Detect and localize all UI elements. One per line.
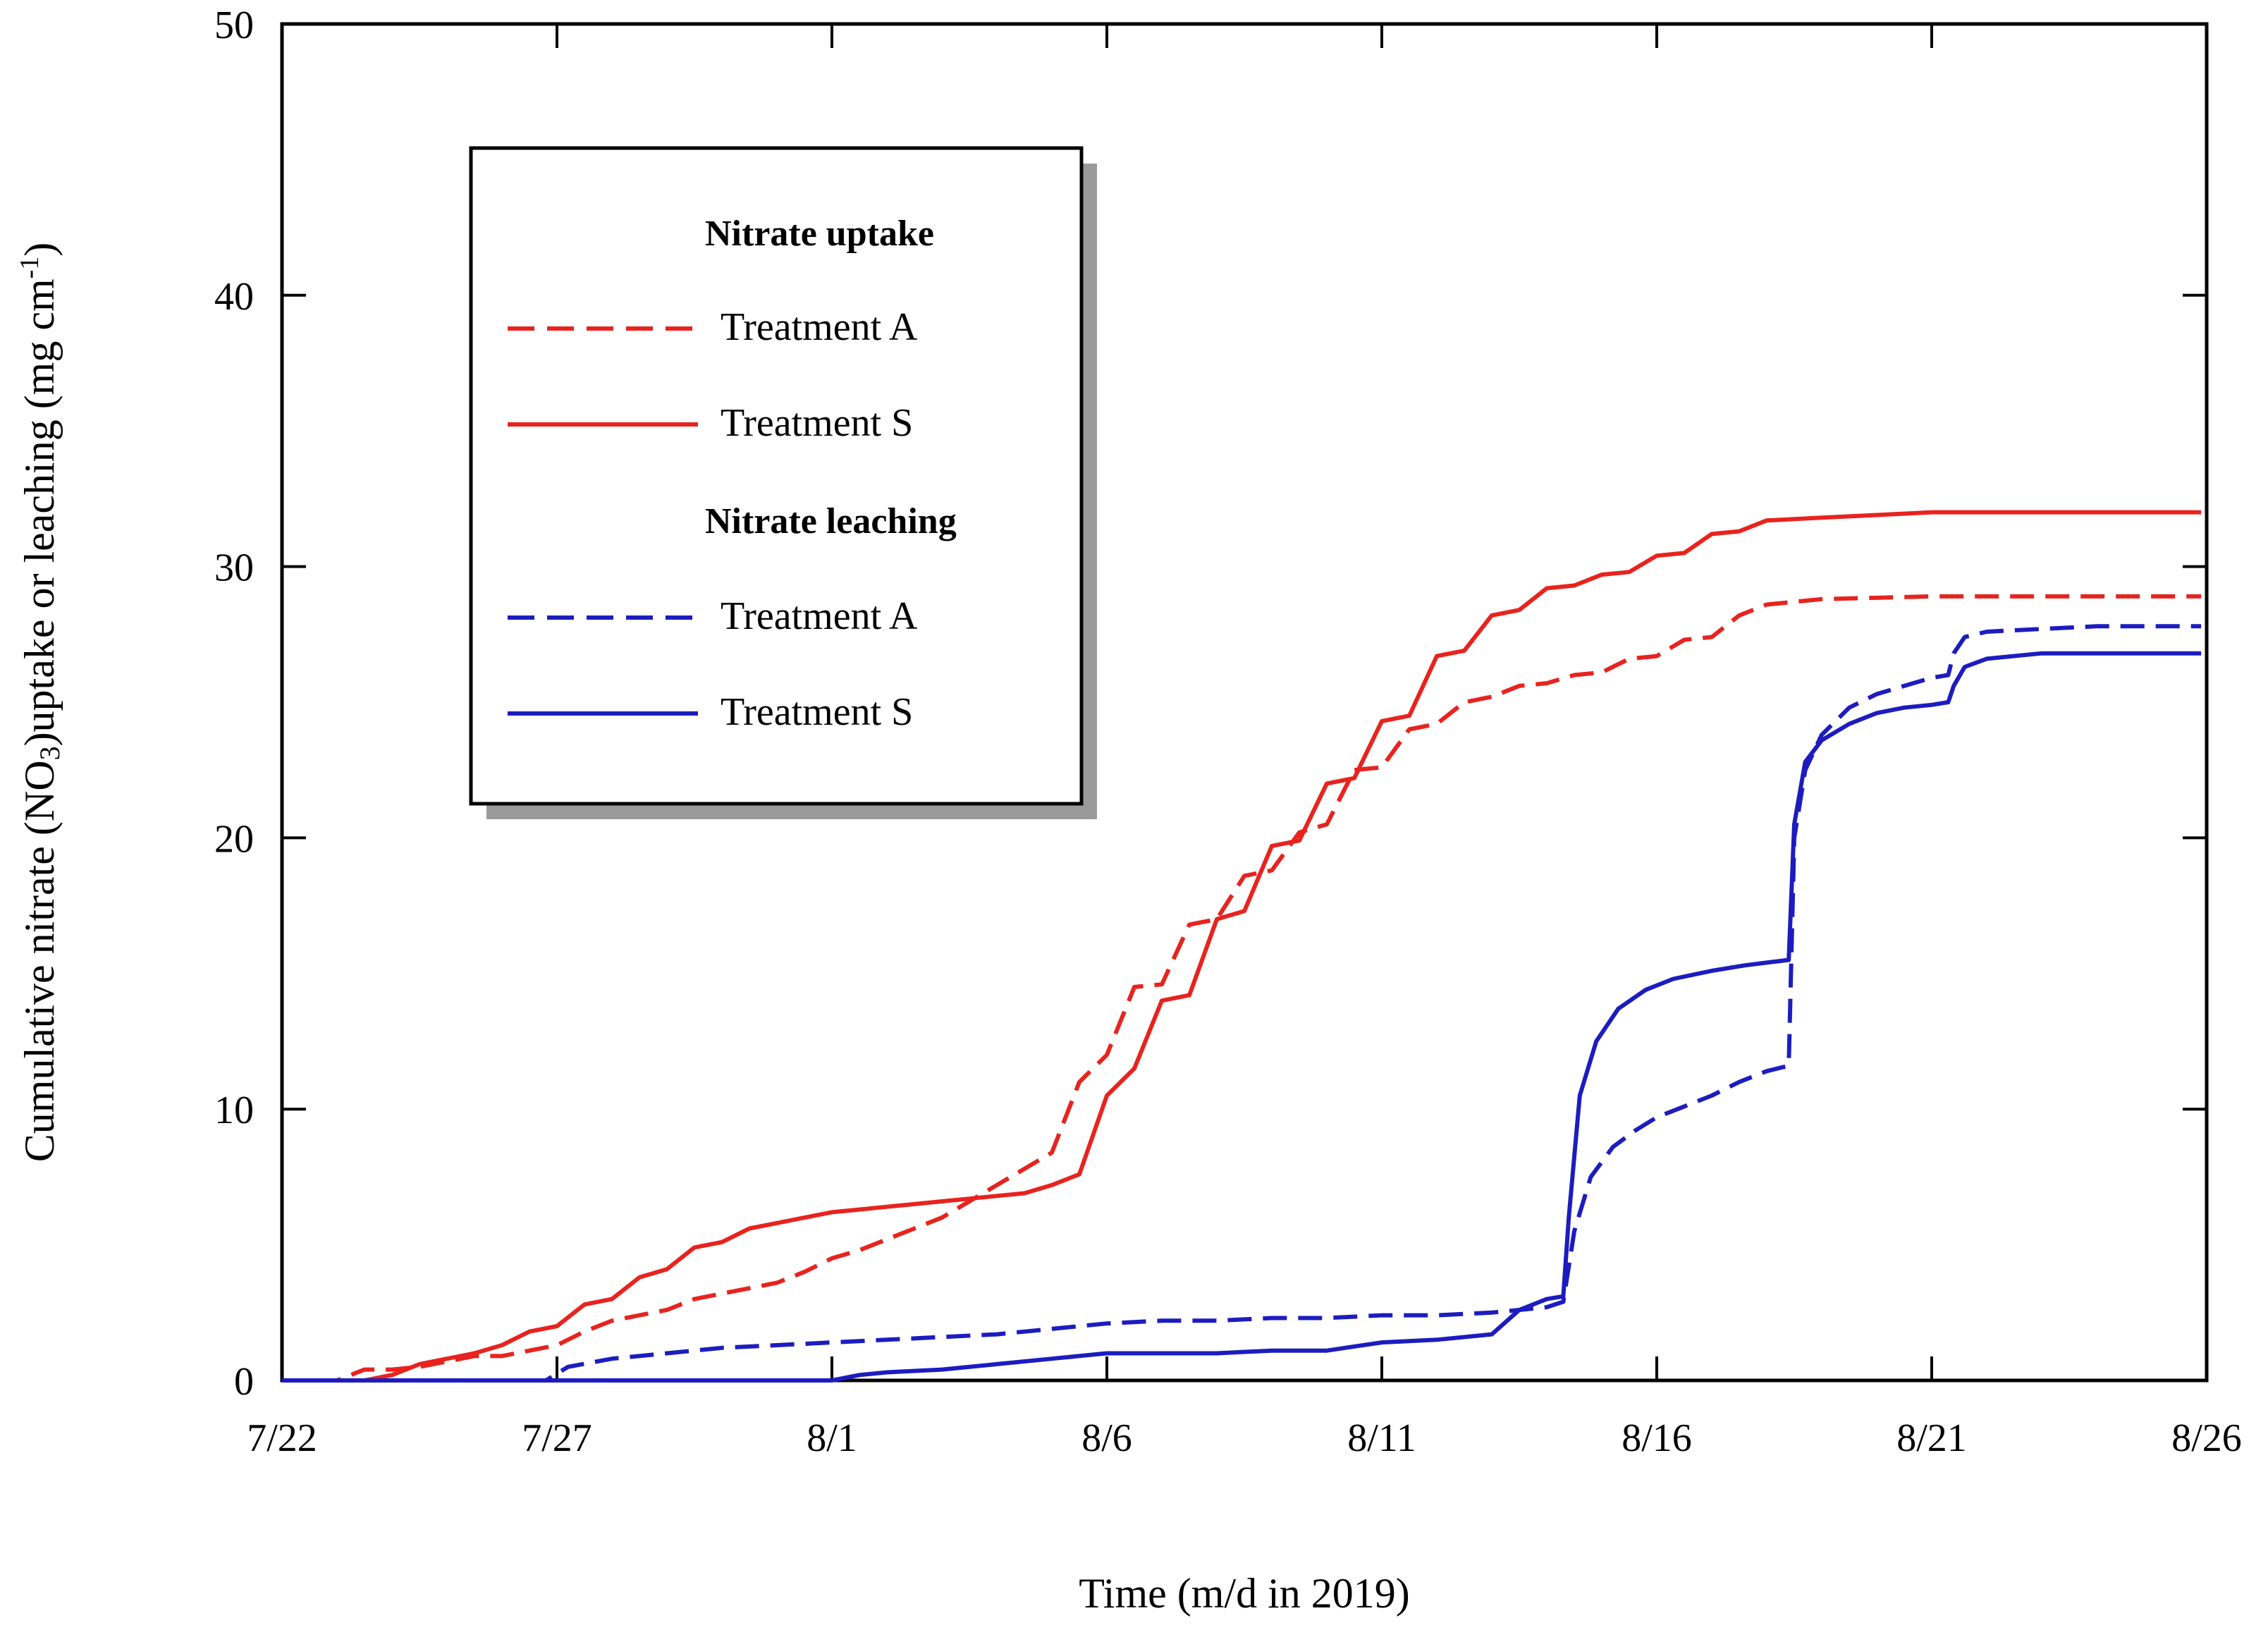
series-line-uptake-treatment-s <box>282 510 2202 1383</box>
y-tick-label: 50 <box>214 4 254 47</box>
series-line-uptake-treatment-a <box>282 594 2202 1383</box>
x-tick-label: 7/27 <box>522 1416 592 1460</box>
series-line-leaching-treatment-s <box>282 651 2202 1383</box>
legend-heading-uptake: Nitrate uptake <box>705 214 934 254</box>
y-tick-label: 30 <box>214 546 254 590</box>
series-line-leaching-treatment-a <box>282 624 2202 1383</box>
legend-label-uptake-a: Treatment A <box>721 305 918 349</box>
x-tick-label: 7/22 <box>247 1416 317 1460</box>
y-tick-label: 40 <box>214 275 254 319</box>
x-axis: 7/22 7/27 8/1 8/6 8/11 8/16 8/21 8/26 <box>247 24 2242 1460</box>
y-tick-label: 0 <box>234 1360 254 1404</box>
legend-box <box>469 146 1084 806</box>
y-tick-label: 20 <box>214 817 254 861</box>
x-tick-label: 8/6 <box>1081 1416 1132 1460</box>
y-axis-title: Cumulative nitrate (NO3)uptake or leachi… <box>15 243 66 1163</box>
y-axis: 0 10 20 30 40 50 <box>214 4 2207 1404</box>
legend-heading-leaching: Nitrate leaching <box>705 501 957 541</box>
x-tick-label: 8/1 <box>807 1416 857 1460</box>
plot-area-frame <box>280 22 2209 1383</box>
x-axis-title: Time (m/d in 2019) <box>1079 1570 1409 1617</box>
x-tick-label: 8/21 <box>1896 1416 1967 1460</box>
x-tick-label: 8/26 <box>2171 1416 2242 1460</box>
legend-label-leaching-a: Treatment A <box>721 594 918 638</box>
legend: Nitrate uptake Treatment A Treatment S N… <box>469 146 1097 819</box>
y-tick-label: 10 <box>214 1089 254 1132</box>
legend-label-leaching-s: Treatment S <box>721 690 913 734</box>
x-tick-label: 8/11 <box>1347 1416 1416 1460</box>
x-tick-label: 8/16 <box>1622 1416 1692 1460</box>
series-layer <box>282 510 2202 1383</box>
legend-label-uptake-s: Treatment S <box>721 401 913 445</box>
